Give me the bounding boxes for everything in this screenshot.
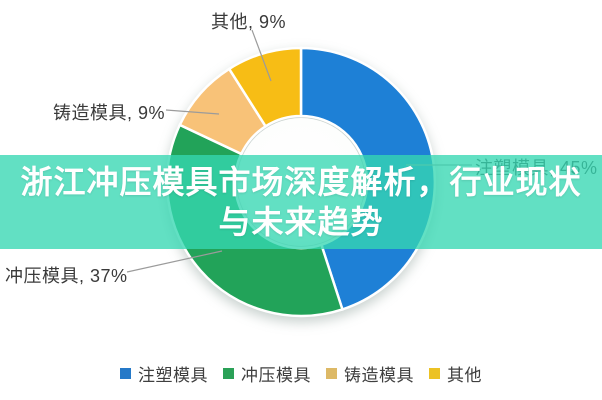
legend-item-stamping: 冲压模具	[223, 361, 311, 386]
legend-label-casting: 铸造模具	[344, 365, 414, 385]
legend-item-other: 其他	[429, 361, 482, 386]
callout-other: 其他, 9%	[211, 12, 287, 32]
legend-label-injection: 注塑模具	[138, 365, 208, 385]
legend-label-stamping: 冲压模具	[241, 365, 311, 385]
legend-item-casting: 铸造模具	[326, 361, 414, 386]
legend-item-injection: 注塑模具	[120, 361, 208, 386]
leader-line-casting	[165, 109, 220, 115]
legend-swatch-other	[429, 367, 440, 379]
callout-casting: 铸造模具, 9%	[53, 103, 166, 123]
pie-slice-3	[227, 46, 303, 129]
callout-stamping: 冲压模具, 37%	[5, 266, 128, 286]
legend-swatch-injection	[120, 367, 131, 379]
banner-title-line1: 浙江冲压模具市场深度解析，行业现状	[20, 164, 582, 200]
title-banner: 浙江冲压模具市场深度解析，行业现状 与未来趋势	[0, 155, 602, 249]
legend-label-other: 其他	[447, 365, 482, 385]
legend-swatch-stamping	[223, 367, 234, 379]
chart-legend: 注塑模具 冲压模具 铸造模具 其他	[0, 361, 602, 385]
legend-swatch-casting	[326, 367, 337, 379]
leader-line-stamping	[126, 250, 223, 273]
banner-title-line2: 与未来趋势	[218, 204, 384, 240]
leader-line-other	[251, 29, 272, 82]
